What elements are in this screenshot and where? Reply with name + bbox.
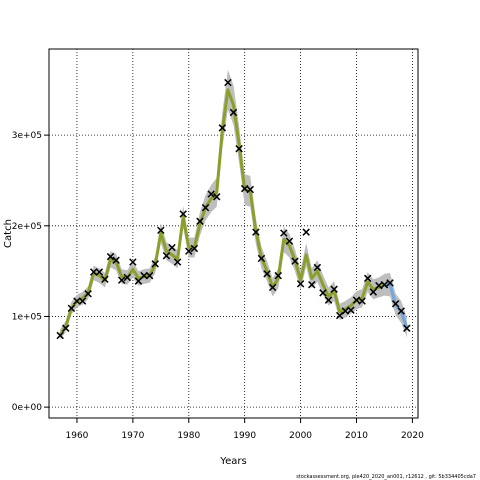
observed-points <box>56 78 411 340</box>
observed-point <box>403 324 411 332</box>
observed-point <box>386 279 394 287</box>
observed-point <box>95 268 104 276</box>
observed-point <box>263 270 271 278</box>
observed-point <box>67 304 76 313</box>
y-tick-label: 0e+00 <box>12 403 43 413</box>
y-tick-label: 3e+05 <box>12 131 42 141</box>
observed-point <box>257 254 266 263</box>
observed-point <box>369 288 378 296</box>
observed-point <box>324 296 333 304</box>
x-axis-label: Years <box>219 456 246 467</box>
x-tick-label: 2010 <box>345 431 368 441</box>
observed-point <box>268 283 277 292</box>
observed-point <box>391 300 400 308</box>
observed-point <box>73 297 81 305</box>
observed-point <box>157 226 165 235</box>
observed-point <box>84 290 92 298</box>
x-tick-label: 1960 <box>66 431 89 441</box>
observed-point <box>129 258 137 266</box>
observed-point <box>112 256 120 264</box>
x-tick-label: 1970 <box>121 431 144 441</box>
observed-point <box>196 217 204 225</box>
observed-point <box>168 243 176 252</box>
observed-point <box>173 258 182 266</box>
observed-point <box>302 228 310 236</box>
observed-point <box>246 185 255 194</box>
observed-point <box>352 296 361 304</box>
observed-point <box>123 273 132 282</box>
observed-point <box>224 78 232 87</box>
observed-point <box>56 331 64 340</box>
observed-point <box>140 271 148 280</box>
observed-point <box>341 307 350 315</box>
observed-point <box>179 210 187 218</box>
footer-credit: stockassessment.org, ple420_2020_an001, … <box>296 474 476 480</box>
observed-point <box>201 203 210 212</box>
plot-frame <box>48 48 419 419</box>
x-tick-label: 2000 <box>289 431 312 441</box>
observed-point <box>190 244 199 253</box>
observed-point <box>145 271 154 280</box>
observed-point <box>151 260 159 268</box>
observed-point <box>285 237 294 245</box>
observed-point <box>347 306 355 314</box>
observed-point <box>240 184 249 193</box>
observed-point <box>252 228 260 236</box>
observed-point <box>62 324 70 332</box>
observed-point <box>218 124 227 132</box>
observed-point <box>89 268 98 276</box>
observed-point <box>397 307 405 315</box>
observed-point <box>375 281 383 290</box>
observed-point <box>296 280 305 288</box>
observed-point <box>330 285 338 293</box>
observed-point <box>363 274 372 283</box>
observed-point <box>274 271 282 280</box>
x-tick-label: 1990 <box>233 431 256 441</box>
observed-point <box>308 280 316 289</box>
y-tick-label: 2e+05 <box>12 222 42 232</box>
x-tick-label: 2020 <box>401 431 424 441</box>
observed-point <box>358 297 366 305</box>
observed-point <box>313 263 322 272</box>
observed-point <box>291 257 299 265</box>
estimate-line <box>58 88 386 336</box>
y-axis-label: Catch <box>3 219 14 248</box>
observed-point <box>319 289 327 297</box>
observed-point <box>162 251 171 260</box>
observed-point <box>212 193 221 201</box>
observed-point <box>78 297 87 305</box>
x-tick-label: 1980 <box>177 431 200 441</box>
observed-point <box>229 108 238 117</box>
observed-point <box>134 277 143 285</box>
observed-point <box>380 280 389 289</box>
y-tick-label: 1e+05 <box>12 312 42 322</box>
observed-point <box>117 276 126 284</box>
observed-point <box>106 252 115 261</box>
observed-point <box>235 144 243 153</box>
observed-point <box>185 247 193 255</box>
observed-point <box>280 229 288 237</box>
axes: 1960 1970 1980 1990 2000 2010 2020 0e+00 1e+05 2e… <box>12 131 424 441</box>
observed-point <box>101 275 109 284</box>
observed-point <box>207 190 215 198</box>
